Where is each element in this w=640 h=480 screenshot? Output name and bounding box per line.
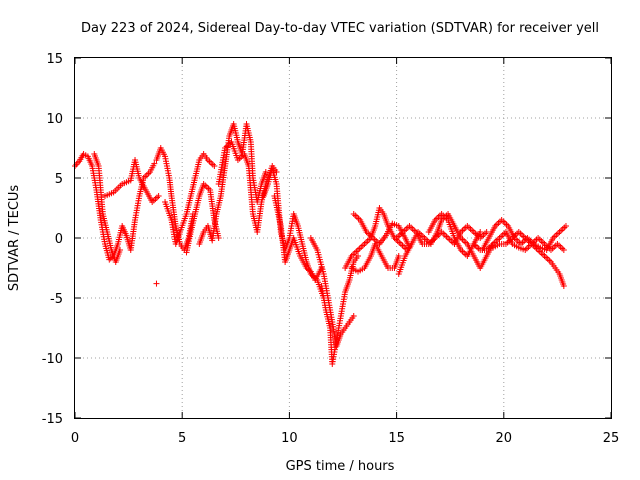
x-tick-label: 5 <box>178 431 186 446</box>
y-tick-label: -5 <box>50 292 63 307</box>
data-track <box>395 211 497 277</box>
data-point <box>483 229 490 235</box>
data-point <box>215 235 222 241</box>
y-tick-label: 10 <box>46 112 63 127</box>
data-track <box>102 157 162 205</box>
data-track <box>348 241 402 275</box>
data-point <box>350 313 357 319</box>
data-point <box>151 160 158 167</box>
data-point <box>562 223 569 229</box>
x-tick-label: 20 <box>496 431 513 446</box>
data-point <box>211 163 218 169</box>
data-point <box>117 247 124 253</box>
y-tick-label: 5 <box>55 172 63 187</box>
y-tick-label: 15 <box>46 52 63 67</box>
data-track <box>350 211 413 251</box>
data-track <box>490 229 567 253</box>
y-tick-label: -10 <box>42 352 63 367</box>
data-track <box>425 211 484 259</box>
x-tick-label: 25 <box>603 431 620 446</box>
data-point <box>355 253 362 259</box>
x-tick-label: 15 <box>388 431 405 446</box>
data-point <box>560 283 567 289</box>
data-track <box>72 151 158 263</box>
data-point <box>560 247 567 253</box>
data-track <box>318 253 362 367</box>
data-point <box>306 267 313 274</box>
data-track <box>260 165 327 301</box>
y-tick-label: 0 <box>55 232 63 247</box>
data-track <box>91 151 124 265</box>
data-track <box>153 280 160 287</box>
data-point <box>155 193 162 199</box>
data-point <box>477 229 484 235</box>
chart-title: Day 223 of 2024, Sidereal Day-to-day VTE… <box>81 21 599 36</box>
y-axis-label: SDTVAR / TECUs <box>7 185 22 292</box>
data-point <box>262 169 269 175</box>
data-point <box>395 253 402 259</box>
plot-frame <box>74 57 612 419</box>
x-tick-label: 10 <box>281 431 298 446</box>
y-tick-label: -15 <box>42 412 63 427</box>
tick-labels: 0 5 10 15 20 25 -15 -10 -5 0 5 10 15 <box>42 52 620 446</box>
data-track <box>215 139 280 235</box>
data-points <box>72 121 569 367</box>
data-point <box>153 280 160 287</box>
data-track <box>271 193 325 283</box>
data-point <box>273 169 280 175</box>
data-track <box>162 151 218 247</box>
x-tick-label: 0 <box>71 431 79 446</box>
x-axis-label: GPS time / hours <box>286 459 395 474</box>
data-track <box>307 235 357 349</box>
